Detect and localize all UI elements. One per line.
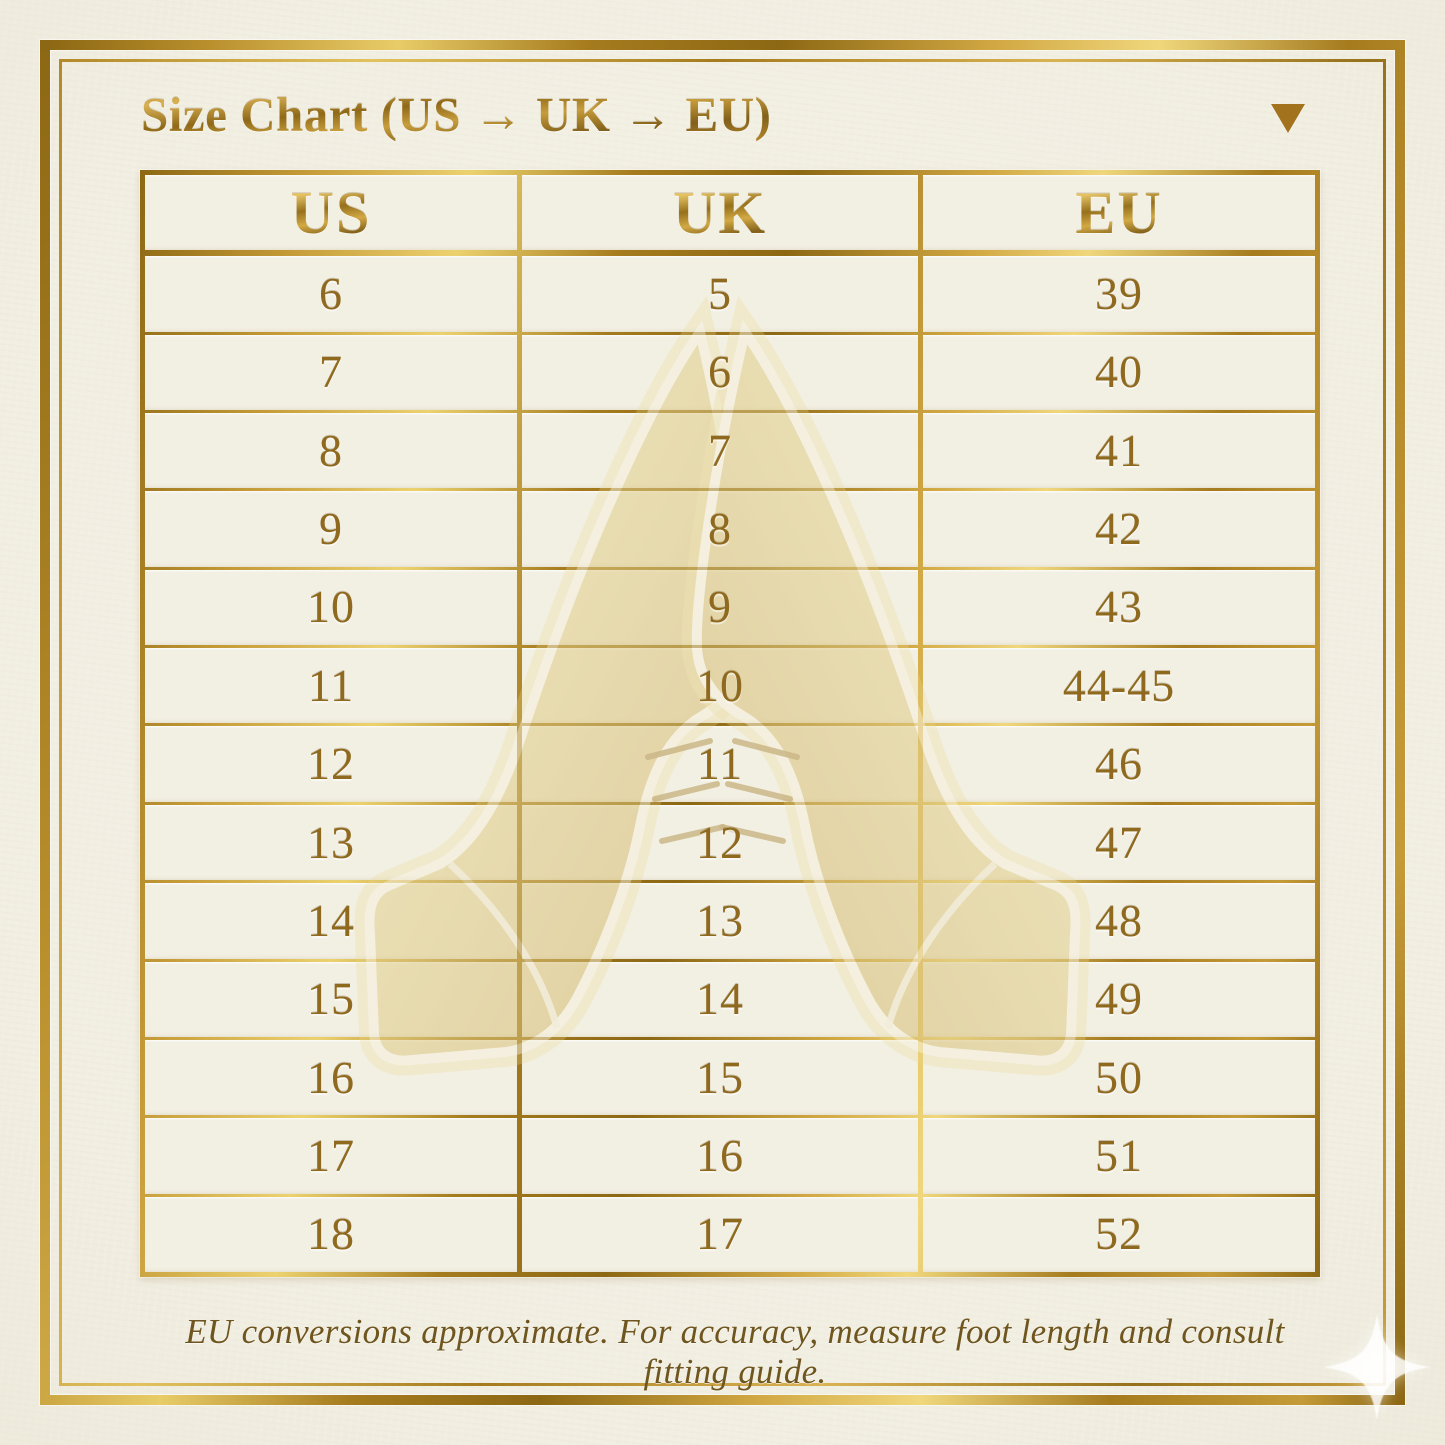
table-cell: 44-45	[923, 648, 1315, 724]
table-cell: 51	[923, 1118, 1315, 1194]
table-cell: 10	[522, 648, 918, 724]
cell-value: 13	[696, 894, 744, 946]
cell-value: 10	[307, 581, 355, 633]
table-cell: 50	[923, 1039, 1315, 1116]
cell-value: 41	[1095, 424, 1143, 476]
cell-value: 47	[1095, 816, 1143, 868]
footnote: EU conversions approximate. For accuracy…	[185, 1312, 1285, 1391]
table-cell: 8	[522, 491, 918, 567]
table-cell: 40	[923, 334, 1315, 411]
cell-value: 48	[1095, 894, 1143, 946]
cell-value: 12	[307, 738, 355, 790]
header-label: EU	[1075, 179, 1163, 246]
table-cell: 13	[145, 804, 517, 881]
table-cell: 18	[145, 1196, 517, 1272]
cell-value: 49	[1095, 973, 1143, 1025]
size-conversion-table: US UK EU 6 5 39 7 6 40 8 7 41 9 8 42 10 …	[140, 170, 1320, 1277]
column-header-eu: EU	[923, 175, 1315, 251]
cell-value: 11	[307, 659, 355, 711]
cell-value: 10	[696, 659, 744, 711]
table-cell: 7	[145, 334, 517, 411]
header-label: US	[290, 179, 372, 246]
table-cell: 41	[923, 413, 1315, 489]
table-cell: 46	[923, 726, 1315, 802]
table-cell: 49	[923, 961, 1315, 1037]
table-cell: 11	[145, 648, 517, 724]
table-cell: 8	[145, 413, 517, 489]
cell-value: 16	[696, 1129, 744, 1181]
chevron-down-icon	[1271, 103, 1305, 133]
table-cell: 10	[145, 569, 517, 646]
table-cell: 17	[522, 1196, 918, 1272]
cell-value: 51	[1095, 1129, 1143, 1181]
table-cell: 7	[522, 413, 918, 489]
cell-value: 6	[708, 346, 732, 398]
cell-value: 17	[307, 1129, 355, 1181]
cell-value: 39	[1095, 268, 1143, 320]
table-cell: 42	[923, 491, 1315, 567]
column-header-uk: UK	[522, 175, 918, 251]
cell-value: 14	[307, 894, 355, 946]
size-chart-dropdown-toggle[interactable]	[1256, 92, 1320, 144]
cell-value: 11	[696, 738, 744, 790]
table-cell: 12	[145, 726, 517, 802]
cell-value: 5	[708, 268, 732, 320]
table-cell: 14	[522, 961, 918, 1037]
table-cell: 16	[145, 1039, 517, 1116]
cell-value: 52	[1095, 1208, 1143, 1260]
table-cell: 15	[522, 1039, 918, 1116]
table-cell: 47	[923, 804, 1315, 881]
page-title: Size Chart (US → UK → EU)	[141, 87, 772, 142]
cell-value: 42	[1095, 503, 1143, 555]
table-cell: 39	[923, 256, 1315, 332]
table-cell: 6	[522, 334, 918, 411]
cell-value: 13	[307, 816, 355, 868]
cell-value: 44-45	[1062, 659, 1176, 711]
table-cell: 9	[522, 569, 918, 646]
table-cell: 17	[145, 1118, 517, 1194]
cell-value: 46	[1095, 738, 1143, 790]
cell-value: 17	[696, 1208, 744, 1260]
cell-value: 43	[1095, 581, 1143, 633]
table-cell: 15	[145, 961, 517, 1037]
table-cell: 9	[145, 491, 517, 567]
table-cell: 6	[145, 256, 517, 332]
cell-value: 40	[1095, 346, 1143, 398]
cell-value: 7	[319, 346, 343, 398]
header-label: UK	[673, 179, 767, 246]
table-cell: 43	[923, 569, 1315, 646]
table-cell: 16	[522, 1118, 918, 1194]
cell-value: 15	[307, 973, 355, 1025]
cell-value: 8	[708, 503, 732, 555]
table-cell: 13	[522, 883, 918, 959]
table-cell: 14	[145, 883, 517, 959]
cell-value: 14	[696, 973, 744, 1025]
cell-value: 7	[708, 424, 732, 476]
table-cell: 48	[923, 883, 1315, 959]
table-cell: 11	[522, 726, 918, 802]
cell-value: 18	[307, 1208, 355, 1260]
cell-value: 50	[1095, 1051, 1143, 1103]
cell-value: 9	[319, 503, 343, 555]
cell-value: 16	[307, 1051, 355, 1103]
table-cell: 12	[522, 804, 918, 881]
cell-value: 6	[319, 268, 343, 320]
sparkle-icon	[1323, 1313, 1431, 1421]
cell-value: 12	[696, 816, 744, 868]
cell-value: 9	[708, 581, 732, 633]
table-cell: 5	[522, 256, 918, 332]
column-header-us: US	[145, 175, 517, 251]
table-cell: 52	[923, 1196, 1315, 1272]
cell-value: 8	[319, 424, 343, 476]
cell-value: 15	[696, 1051, 744, 1103]
